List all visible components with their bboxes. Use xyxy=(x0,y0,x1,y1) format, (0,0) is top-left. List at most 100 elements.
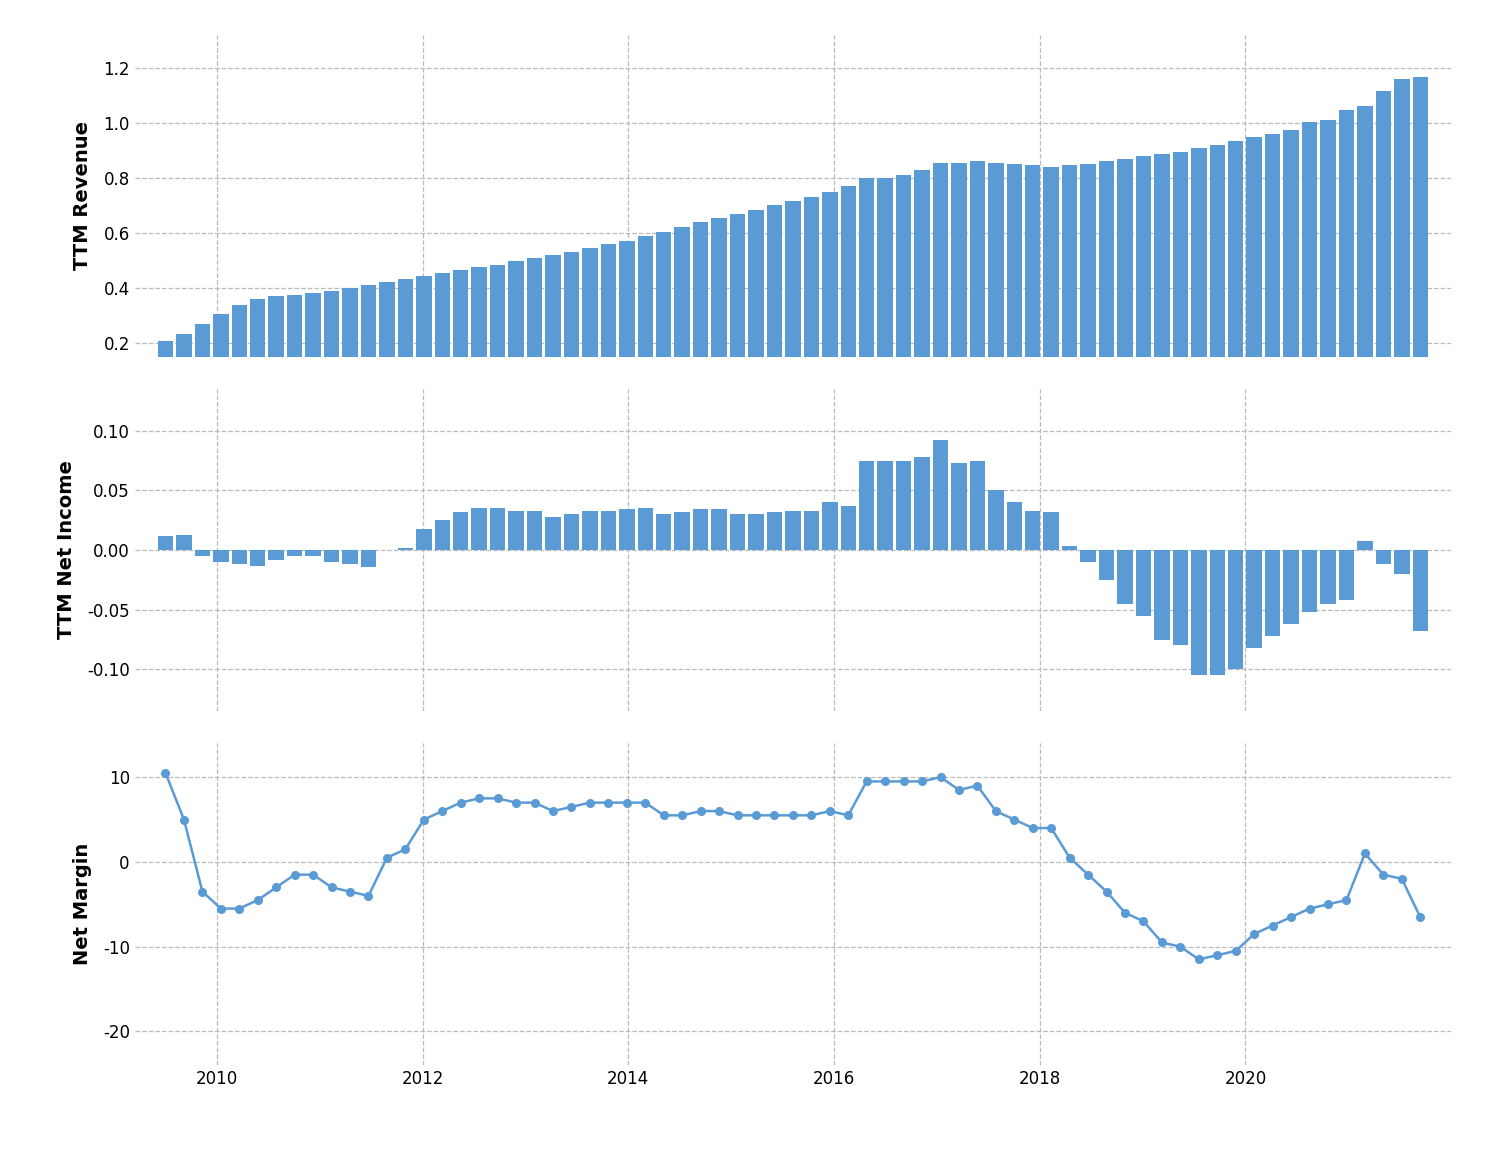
Bar xyxy=(637,508,652,550)
Bar xyxy=(1155,154,1170,398)
Bar xyxy=(1155,550,1170,639)
Bar xyxy=(287,295,302,398)
Bar xyxy=(157,536,174,550)
Bar xyxy=(177,535,191,550)
Bar xyxy=(268,296,284,398)
Bar xyxy=(1100,161,1115,398)
Bar xyxy=(471,508,486,550)
Bar xyxy=(1007,164,1022,398)
Bar xyxy=(1191,148,1207,398)
Bar xyxy=(1394,80,1409,398)
Bar xyxy=(212,550,229,562)
Bar xyxy=(509,511,524,550)
Bar xyxy=(489,508,506,550)
Bar xyxy=(1339,550,1354,600)
Bar xyxy=(655,232,672,398)
Bar xyxy=(989,490,1004,550)
Bar xyxy=(823,191,838,398)
Bar xyxy=(527,258,542,398)
Bar xyxy=(343,288,358,398)
Bar xyxy=(655,514,672,550)
Bar xyxy=(1357,107,1373,398)
Bar xyxy=(934,163,948,398)
Bar xyxy=(675,512,690,550)
Bar xyxy=(1302,122,1318,398)
Bar xyxy=(545,255,561,398)
Bar xyxy=(1266,550,1281,636)
Bar xyxy=(1412,550,1429,631)
Bar xyxy=(619,510,634,550)
Bar xyxy=(675,227,690,398)
Bar xyxy=(194,324,209,398)
Bar xyxy=(250,299,265,398)
Bar xyxy=(453,512,468,550)
Bar xyxy=(896,461,911,550)
Bar xyxy=(434,520,450,550)
Bar xyxy=(823,503,838,550)
Bar xyxy=(1062,166,1077,398)
Bar xyxy=(951,463,966,550)
Bar xyxy=(453,270,468,398)
Bar xyxy=(766,512,782,550)
Bar xyxy=(969,461,986,550)
Bar xyxy=(1284,550,1299,624)
Bar xyxy=(1228,550,1243,669)
Bar xyxy=(1302,550,1318,613)
Bar xyxy=(323,291,340,398)
Bar xyxy=(1044,167,1059,398)
Bar xyxy=(545,516,561,550)
Bar xyxy=(1266,134,1281,398)
Bar xyxy=(1321,550,1336,603)
Bar xyxy=(896,175,911,398)
Bar xyxy=(859,461,875,550)
Bar xyxy=(1394,550,1409,574)
Bar xyxy=(287,550,302,556)
Bar xyxy=(250,550,265,565)
Bar xyxy=(1135,156,1152,398)
Bar xyxy=(1173,152,1188,398)
Bar xyxy=(527,511,542,550)
Bar xyxy=(803,511,820,550)
Bar xyxy=(841,506,856,550)
Bar xyxy=(1210,145,1225,398)
Bar xyxy=(416,528,431,550)
Bar xyxy=(434,273,450,398)
Bar xyxy=(268,550,284,559)
Bar xyxy=(1376,550,1391,564)
Bar xyxy=(1044,512,1059,550)
Bar xyxy=(693,510,708,550)
Bar xyxy=(1228,141,1243,398)
Bar xyxy=(1173,550,1188,645)
Bar xyxy=(1025,511,1041,550)
Bar xyxy=(693,222,708,398)
Bar xyxy=(637,236,652,398)
Bar xyxy=(1246,137,1263,398)
Bar xyxy=(509,261,524,398)
Bar xyxy=(1118,159,1132,398)
Bar xyxy=(305,293,320,398)
Bar xyxy=(1080,163,1097,398)
Bar xyxy=(582,248,597,398)
Bar xyxy=(878,461,893,550)
Bar xyxy=(194,550,209,556)
Bar xyxy=(361,285,375,398)
Bar xyxy=(1007,503,1022,550)
Bar xyxy=(378,283,395,398)
Y-axis label: Net Margin: Net Margin xyxy=(73,843,91,966)
Bar xyxy=(343,550,358,564)
Bar xyxy=(361,550,375,566)
Bar xyxy=(398,548,413,550)
Bar xyxy=(564,251,579,398)
Bar xyxy=(600,244,616,398)
Bar xyxy=(878,178,893,398)
Bar xyxy=(212,314,229,398)
Bar xyxy=(471,267,486,398)
Bar xyxy=(785,201,800,398)
Bar xyxy=(1357,541,1373,550)
Bar xyxy=(934,440,948,550)
Bar xyxy=(323,550,340,562)
Bar xyxy=(600,511,616,550)
Bar xyxy=(398,279,413,398)
Bar xyxy=(157,340,174,398)
Bar xyxy=(1210,550,1225,675)
